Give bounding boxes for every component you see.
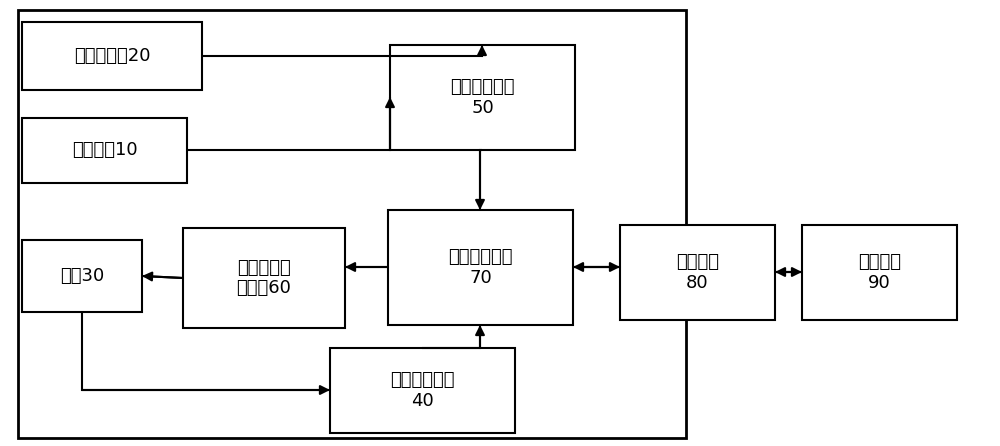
Bar	[388, 210, 573, 325]
Text: 用户终端
90: 用户终端 90	[858, 253, 901, 292]
Bar	[22, 22, 202, 90]
Bar	[802, 225, 957, 320]
Text: 数据收集单元
50: 数据收集单元 50	[450, 78, 515, 117]
Text: 云服务器
80: 云服务器 80	[676, 253, 719, 292]
Text: 温度传感器20: 温度传感器20	[74, 47, 150, 65]
Bar	[390, 45, 575, 150]
Text: 风扇30: 风扇30	[60, 267, 104, 285]
Text: 光传感器10: 光传感器10	[72, 141, 137, 160]
Text: 风扇功率驱
动单元60: 风扇功率驱 动单元60	[237, 259, 291, 297]
Bar	[183, 228, 345, 328]
Bar	[22, 240, 142, 312]
Text: 转速监控单元
40: 转速监控单元 40	[390, 371, 455, 410]
Text: 数据处理中心
70: 数据处理中心 70	[448, 248, 513, 287]
Bar	[620, 225, 775, 320]
Bar	[330, 348, 515, 433]
Bar	[22, 118, 187, 183]
Bar	[18, 10, 686, 438]
